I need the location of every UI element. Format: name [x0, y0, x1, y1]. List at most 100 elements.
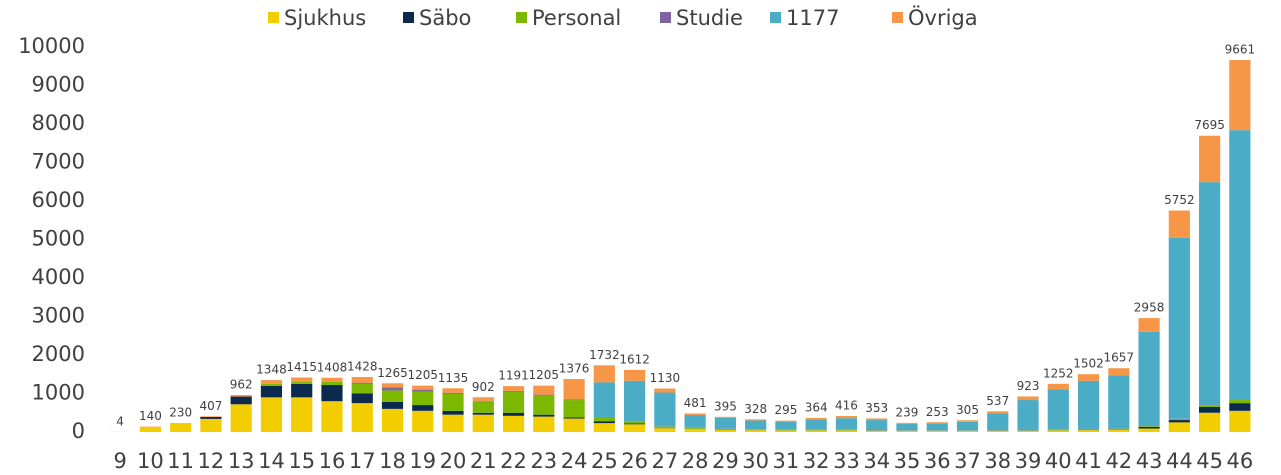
x-tick-label: 26	[621, 449, 648, 473]
bar-segment	[1077, 430, 1100, 432]
x-tick-label: 37	[954, 449, 981, 473]
x-tick-label: 31	[773, 449, 800, 473]
bar-segment	[1138, 426, 1160, 427]
y-tick-label: 2000	[32, 342, 85, 366]
bar-segment	[987, 411, 1009, 414]
bar-segment	[170, 423, 192, 432]
bar-segment	[593, 417, 615, 422]
bar-segment	[351, 383, 373, 394]
total-label: 328	[744, 402, 767, 416]
bar-segment	[1108, 368, 1130, 376]
bar-segment	[442, 410, 464, 415]
bar-segment	[1138, 331, 1160, 427]
bar-segment	[714, 416, 736, 418]
bar-segment	[684, 415, 706, 428]
bar-segment	[260, 397, 283, 432]
bar-segment	[624, 423, 646, 425]
bar-segment	[351, 382, 373, 384]
y-tick-label: 6000	[32, 188, 85, 212]
total-label: 1415	[286, 360, 317, 374]
x-tick-label: 16	[319, 449, 346, 473]
bar-segment	[956, 421, 979, 431]
bar-segment	[654, 388, 676, 393]
bar-segment	[1168, 422, 1190, 432]
bar-segment	[593, 382, 615, 417]
y-tick-label: 7000	[32, 150, 85, 174]
x-tick-label: 15	[288, 449, 315, 473]
total-label: 5752	[1164, 193, 1195, 207]
total-label: 1130	[650, 371, 681, 385]
bar-segment	[1108, 429, 1130, 432]
bar-segment	[260, 383, 283, 386]
x-tick-label: 24	[561, 449, 588, 473]
bar-segment	[745, 420, 767, 430]
bar-segment	[1199, 412, 1221, 432]
bar-segment	[472, 397, 494, 401]
y-tick-label: 3000	[32, 304, 85, 328]
x-tick-label: 32	[803, 449, 830, 473]
bar-segment	[563, 418, 585, 432]
bar-segment	[835, 418, 858, 430]
bar-segment	[1229, 400, 1251, 404]
bar-segment	[987, 430, 1009, 432]
bar-segment	[533, 395, 555, 415]
bar-segment	[502, 415, 525, 432]
legend-swatch	[770, 12, 781, 23]
x-tick-label: 35	[894, 449, 921, 473]
total-label: 1252	[1043, 366, 1074, 380]
bar-segment	[714, 417, 736, 429]
x-tick-label: 38	[984, 449, 1011, 473]
total-label: 1205	[529, 368, 560, 382]
bar-segment	[775, 421, 797, 430]
bar-segment	[866, 430, 888, 432]
bar-segment	[835, 430, 858, 432]
bar-segment	[442, 414, 464, 432]
bar-segment	[775, 420, 797, 422]
x-tick-label: 27	[652, 449, 679, 473]
bar-segment	[805, 417, 827, 420]
bar-segment	[956, 430, 979, 432]
bar-segment	[896, 430, 918, 432]
bar-segment	[472, 414, 494, 432]
x-tick-label: 12	[198, 449, 225, 473]
y-tick-label: 4000	[32, 265, 85, 289]
total-label: 9661	[1225, 43, 1256, 57]
bar-segment	[926, 422, 948, 424]
legend-label: 1177	[786, 6, 839, 30]
bar-segment	[593, 365, 615, 383]
bar-segment	[200, 418, 222, 432]
bar-segment	[139, 426, 161, 432]
x-tick-label: 46	[1227, 449, 1254, 473]
bar-segment	[745, 430, 767, 432]
x-tick-label: 45	[1196, 449, 1223, 473]
bar-segment	[926, 423, 948, 431]
bar-segment	[805, 430, 827, 432]
bar-segment	[230, 396, 252, 405]
total-label: 1502	[1073, 357, 1104, 371]
total-label: 1612	[619, 352, 650, 366]
bar-segment	[230, 394, 252, 397]
bar-segment	[381, 387, 404, 391]
bar-segment	[593, 423, 615, 432]
total-label: 364	[805, 400, 828, 414]
bar-segment	[502, 390, 525, 392]
bar-segment	[684, 413, 706, 416]
bar-segment	[624, 369, 646, 381]
x-tick-label: 13	[228, 449, 255, 473]
bar-segment	[563, 417, 585, 419]
bar-segment	[533, 414, 555, 417]
x-tick-label: 18	[379, 449, 406, 473]
total-label: 295	[774, 403, 797, 417]
bar-segment	[230, 404, 252, 432]
bar-segment	[1229, 410, 1251, 432]
total-label: 537	[986, 394, 1009, 408]
x-tick-label: 34	[863, 449, 890, 473]
bar-segment	[442, 388, 464, 393]
total-label: 1376	[559, 362, 590, 376]
bar-segment	[654, 392, 676, 427]
bar-segment	[1047, 383, 1069, 390]
y-tick-label: 1000	[32, 381, 85, 405]
total-label: 902	[472, 380, 495, 394]
bar-segment	[533, 416, 555, 432]
